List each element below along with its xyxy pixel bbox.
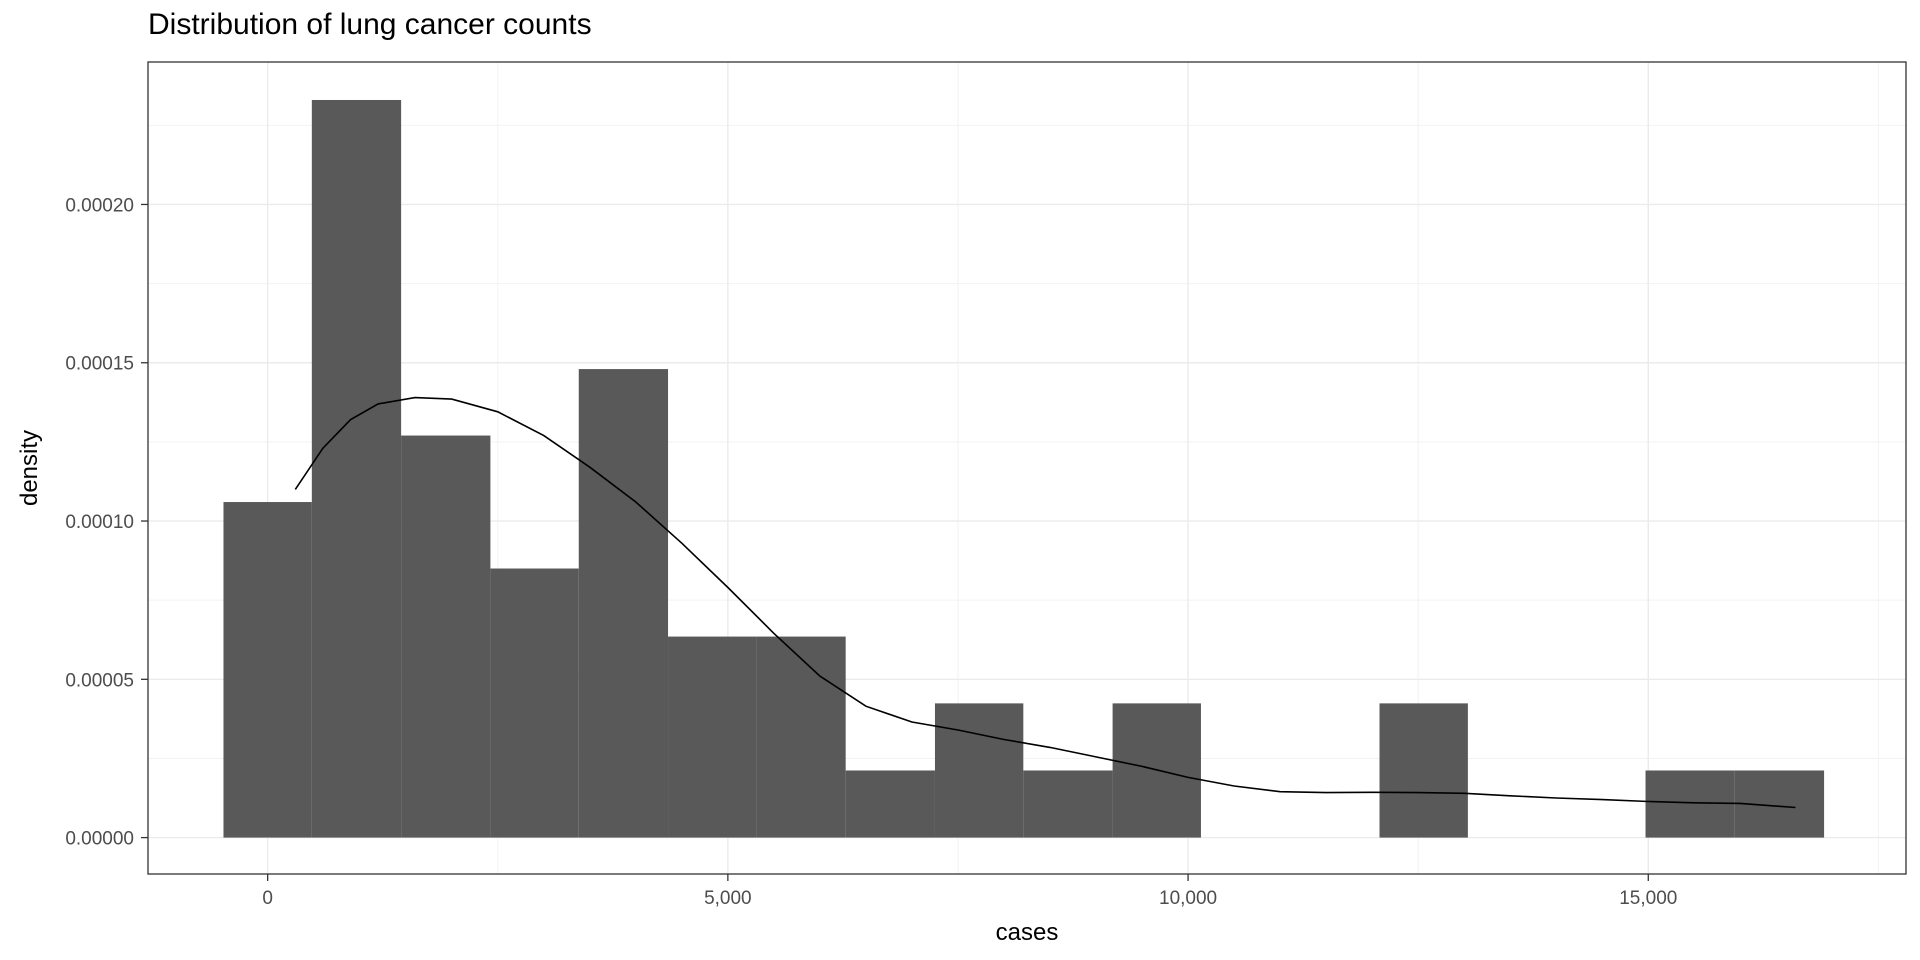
x-axis-tick-labels: 0 5,000 10,000 15,000 <box>262 888 1677 909</box>
y-tick-label: 0.00005 <box>65 670 134 691</box>
histogram-bar <box>756 636 846 838</box>
y-tick-label: 0.00020 <box>65 195 134 216</box>
histogram-bar <box>1379 703 1468 838</box>
x-tick-label: 15,000 <box>1619 888 1677 909</box>
histogram-bars <box>223 99 1825 838</box>
y-axis-tick-labels: 0.00000 0.00005 0.00010 0.00015 0.00020 <box>65 195 134 849</box>
chart-title: Distribution of lung cancer counts <box>148 8 592 41</box>
x-tick-label: 0 <box>262 888 273 909</box>
x-axis-title: cases <box>996 919 1059 946</box>
axis-ticks <box>141 203 1649 881</box>
histogram-bar <box>845 770 935 838</box>
y-tick-label: 0.00000 <box>65 829 134 850</box>
histogram-bar <box>934 703 1024 838</box>
histogram-bar <box>578 369 669 838</box>
y-axis-title: density <box>16 430 43 506</box>
x-tick-label: 10,000 <box>1159 888 1217 909</box>
histogram-bar <box>223 502 312 838</box>
y-tick-label: 0.00015 <box>65 354 134 375</box>
histogram-bar <box>311 99 402 838</box>
histogram-bar <box>1645 770 1735 838</box>
plot-panel-border <box>147 61 1907 875</box>
histogram-bar <box>1023 770 1113 838</box>
density-curve <box>294 396 1796 809</box>
y-tick-label: 0.00010 <box>65 512 134 533</box>
x-tick-label: 5,000 <box>704 888 752 909</box>
histogram-bar <box>668 636 757 838</box>
histogram-bar <box>490 568 579 838</box>
histogram-bar <box>401 435 491 838</box>
density-curve-layer <box>294 396 1796 809</box>
